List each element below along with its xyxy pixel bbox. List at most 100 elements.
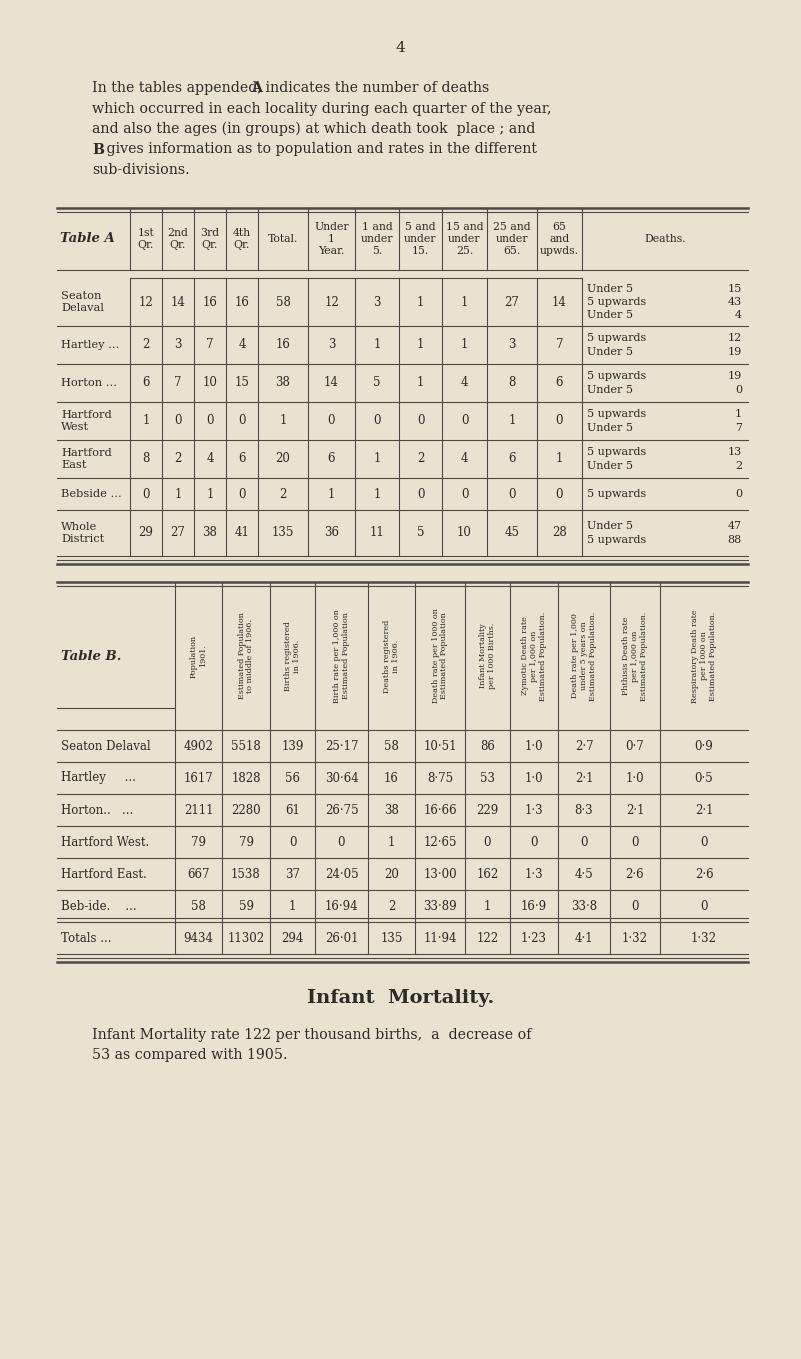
Text: 0: 0 [735,489,742,499]
Text: 16: 16 [235,295,249,308]
Text: 25 and
under
65.: 25 and under 65. [493,222,531,255]
Text: 5 upwards: 5 upwards [587,534,646,545]
Text: 20: 20 [384,867,399,881]
Text: 0: 0 [328,414,336,428]
Text: 6: 6 [143,376,150,390]
Text: Horton..   ...: Horton.. ... [61,803,133,817]
Text: 16: 16 [384,772,399,784]
Text: 1: 1 [484,900,491,912]
Text: 1·0: 1·0 [525,772,543,784]
Text: 30·64: 30·64 [324,772,358,784]
Text: 12: 12 [139,295,153,308]
Text: 7: 7 [556,338,563,352]
Text: 33·89: 33·89 [423,900,457,912]
Text: 56: 56 [285,772,300,784]
Text: 4: 4 [238,338,246,352]
Text: Population
1901.: Population 1901. [190,635,207,678]
Text: Death rate per 1000 on
Estimated Population: Death rate per 1000 on Estimated Populat… [432,609,449,704]
Text: 25·17: 25·17 [324,739,358,753]
Text: gives information as to population and rates in the different: gives information as to population and r… [102,143,537,156]
Text: 122: 122 [477,931,498,945]
Text: 0: 0 [556,488,563,500]
Text: 2·1: 2·1 [626,803,644,817]
Text: 12·65: 12·65 [423,836,457,848]
Text: Total.: Total. [268,234,298,245]
Text: 5518: 5518 [231,739,261,753]
Text: 1538: 1538 [231,867,261,881]
Text: 0: 0 [509,488,516,500]
Text: 16·94: 16·94 [324,900,358,912]
Text: 1: 1 [175,488,182,500]
Text: 0: 0 [175,414,182,428]
Text: 27: 27 [505,295,519,308]
Text: Under 5: Under 5 [587,347,633,357]
Text: Estimated Population
to middle of 1906.: Estimated Population to middle of 1906. [238,613,255,700]
Text: Seaton Delaval: Seaton Delaval [61,739,151,753]
Text: 0·5: 0·5 [694,772,714,784]
Text: 65
and
upwds.: 65 and upwds. [540,222,579,255]
Text: 0: 0 [238,488,246,500]
Text: 4th
Qr.: 4th Qr. [233,228,251,250]
Text: 11302: 11302 [227,931,264,945]
Text: which occurred in each locality during each quarter of the year,: which occurred in each locality during e… [92,102,552,116]
Text: 135: 135 [380,931,403,945]
Text: Deaths.: Deaths. [644,234,686,245]
Text: 667: 667 [187,867,210,881]
Text: 1: 1 [417,376,425,390]
Text: 14: 14 [171,295,186,308]
Text: Respiratory Death rate
per 1000 on
Estimated Population.: Respiratory Death rate per 1000 on Estim… [691,609,717,703]
Text: 4·1: 4·1 [574,931,594,945]
Text: Hartford
East: Hartford East [61,448,112,470]
Text: 0: 0 [700,900,708,912]
Text: 8·75: 8·75 [427,772,453,784]
Text: 0: 0 [461,488,469,500]
Text: 2·1: 2·1 [694,803,713,817]
Text: 1: 1 [388,836,395,848]
Text: 0: 0 [373,414,380,428]
Text: 26·01: 26·01 [324,931,358,945]
Text: 79: 79 [191,836,206,848]
Text: Seaton
Delaval: Seaton Delaval [61,291,104,313]
Text: 3: 3 [373,295,380,308]
Text: 38: 38 [203,526,217,540]
Text: 10: 10 [203,376,217,390]
Text: 15 and
under
25.: 15 and under 25. [445,222,483,255]
Text: 1·0: 1·0 [525,739,543,753]
Text: 1: 1 [461,338,469,352]
Text: 5 upwards: 5 upwards [587,333,646,344]
Text: 0: 0 [288,836,296,848]
Text: 8: 8 [143,453,150,466]
Text: 9434: 9434 [183,931,214,945]
Text: 13: 13 [728,447,742,457]
Text: 26·75: 26·75 [324,803,358,817]
Text: 16: 16 [203,295,217,308]
Text: 0: 0 [631,836,638,848]
Text: 0: 0 [700,836,708,848]
Text: Table A: Table A [60,232,115,246]
Text: and also the ages (in groups) at which death took  place ; and: and also the ages (in groups) at which d… [92,121,535,136]
Text: 6: 6 [328,453,336,466]
Text: indicates the number of deaths: indicates the number of deaths [261,82,489,95]
Text: 1·3: 1·3 [525,867,543,881]
Text: 11: 11 [369,526,384,540]
Text: 3: 3 [328,338,336,352]
Text: 10·51: 10·51 [423,739,457,753]
Text: Infant  Mortality.: Infant Mortality. [307,989,494,1007]
Text: 1: 1 [417,295,425,308]
Text: 2nd
Qr.: 2nd Qr. [167,228,188,250]
Text: 1: 1 [289,900,296,912]
Text: 5 and
under
15.: 5 and under 15. [405,222,437,255]
Text: 0: 0 [484,836,491,848]
Text: In the tables appended,: In the tables appended, [92,82,267,95]
Text: Phthisis Death rate
per 1,000 on
Estimated Population.: Phthisis Death rate per 1,000 on Estimat… [622,612,648,701]
Text: Hartford East.: Hartford East. [61,867,147,881]
Text: Infant Mortality
per 1000 Births.: Infant Mortality per 1000 Births. [479,622,496,689]
Text: Birth rate per 1,000 on
Estimated Population: Birth rate per 1,000 on Estimated Popula… [333,609,350,703]
Text: 5 upwards: 5 upwards [587,409,646,419]
Text: 27: 27 [171,526,186,540]
Text: 47: 47 [728,522,742,531]
Text: 16·66: 16·66 [423,803,457,817]
Text: 5 upwards: 5 upwards [587,489,646,499]
Text: 1: 1 [373,488,380,500]
Text: 2·7: 2·7 [574,739,594,753]
